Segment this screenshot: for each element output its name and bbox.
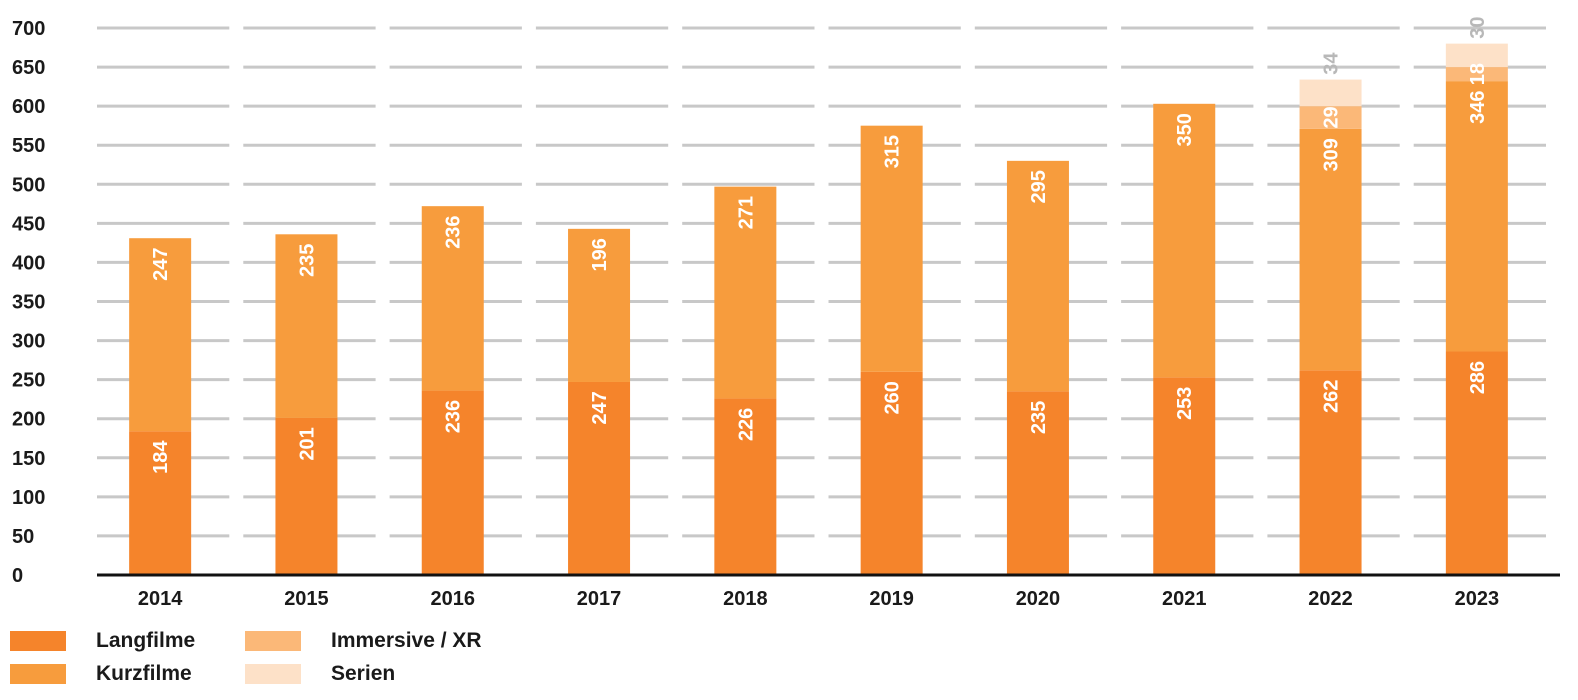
bar-segment [1445,351,1508,575]
bar-segment [860,125,923,372]
bar-segment [1153,377,1216,575]
legend-swatch-immersive-xr [245,631,301,651]
data-label: 18 [1467,63,1489,85]
x-tick-label: 2018 [723,588,768,610]
legend-item-immersive-xr: Immersive / XR [245,628,482,654]
y-tick-label: 50 [12,526,34,548]
bar-segment [1299,370,1362,575]
data-label: 184 [150,440,172,474]
legend-item-kurzfilme: Kurzfilme [10,661,192,687]
y-tick-label: 100 [12,487,45,509]
bar-segment [275,417,338,575]
bar-segment [1299,106,1362,129]
legend-swatch-langfilme [10,631,66,651]
data-label: 34 [1321,52,1343,75]
x-tick-label: 2021 [1162,588,1207,610]
bar-segment [129,431,192,575]
data-label: 315 [882,135,904,168]
y-tick-label: 0 [12,565,23,587]
y-tick-label: 250 [12,370,45,392]
legend-label-kurzfilme: Kurzfilme [96,662,192,685]
y-tick-label: 550 [12,135,45,157]
bar-segment [129,238,192,432]
x-axis: 2014 2015 2016 2017 2018 2019 2020 2021 2022 2023 [97,573,1560,610]
bar-segment [860,371,923,575]
bar-segment [1445,67,1508,82]
data-label: 253 [1174,387,1196,420]
y-tick-label: 650 [12,57,45,79]
y-tick-label: 500 [12,174,45,196]
x-tick-label: 2016 [431,588,476,610]
legend-item-langfilme: Langfilme [10,628,195,654]
bar-segment [568,228,631,382]
data-label: 271 [735,196,757,229]
bars [129,43,1508,575]
y-tick-label: 150 [12,448,45,470]
x-tick-label: 2019 [869,588,914,610]
y-tick-label: 400 [12,252,45,274]
bar-segment [1153,103,1216,378]
data-label: 309 [1321,138,1343,171]
y-tick-label: 350 [12,292,45,314]
y-tick-label: 200 [12,409,45,431]
bar-segment [714,186,777,399]
data-label: 262 [1321,380,1343,413]
bar-segment [568,381,631,575]
x-tick-label: 2023 [1455,588,1500,610]
y-tick-label: 450 [12,213,45,235]
data-label: 29 [1321,106,1343,128]
data-label: 201 [296,427,318,460]
x-tick-label: 2014 [138,588,183,610]
data-label: 295 [1028,170,1050,203]
bar-segment [275,234,338,418]
bar-segment [1006,160,1069,392]
bar-segment [421,390,484,575]
x-tick-label: 2022 [1308,588,1353,610]
bar-segment [1006,391,1069,575]
bar-segment [1445,81,1508,352]
data-label: 236 [443,215,465,248]
data-label: 236 [443,400,465,433]
y-tick-label: 700 [12,18,45,40]
y-axis: 0 50 100 150 200 250 300 350 400 450 500 550 600 650 7… [12,18,45,587]
data-label: 247 [589,391,611,424]
x-tick-label: 2017 [577,588,622,610]
data-label: 226 [735,408,757,441]
bar-segment [1299,128,1362,371]
legend-label-immersive-xr: Immersive / XR [331,629,482,652]
data-label: 346 [1467,90,1489,123]
legend-label-serien: Serien [331,662,396,685]
bar-segment [1445,43,1508,68]
data-label: 350 [1174,113,1196,146]
legend: Langfilme Kurzfilme Immersive / XR Serie… [10,628,570,694]
data-label: 260 [882,381,904,414]
legend-item-serien: Serien [245,661,395,687]
data-labels: 184 247 201 235 236 236 247 196 226 271 260 315 235 2… [150,17,1489,474]
x-tick-label: 2020 [1016,588,1061,610]
data-label: 235 [1028,401,1050,434]
stacked-bar-chart: 0 50 100 150 200 250 300 350 400 450 500 550 600 650 7… [12,17,1560,610]
data-label: 247 [150,248,172,281]
legend-swatch-serien [245,664,301,684]
legend-label-langfilme: Langfilme [96,629,196,652]
data-label: 196 [589,238,611,271]
legend-swatch-kurzfilme [10,664,66,684]
x-tick-label: 2015 [284,588,329,610]
data-label: 286 [1467,361,1489,394]
y-tick-label: 600 [12,96,45,118]
bar-segment [1299,79,1362,107]
y-tick-label: 300 [12,331,45,353]
bar-segment [421,206,484,391]
bar-segment [714,398,777,575]
data-label: 235 [296,244,318,277]
data-label: 30 [1467,17,1489,39]
